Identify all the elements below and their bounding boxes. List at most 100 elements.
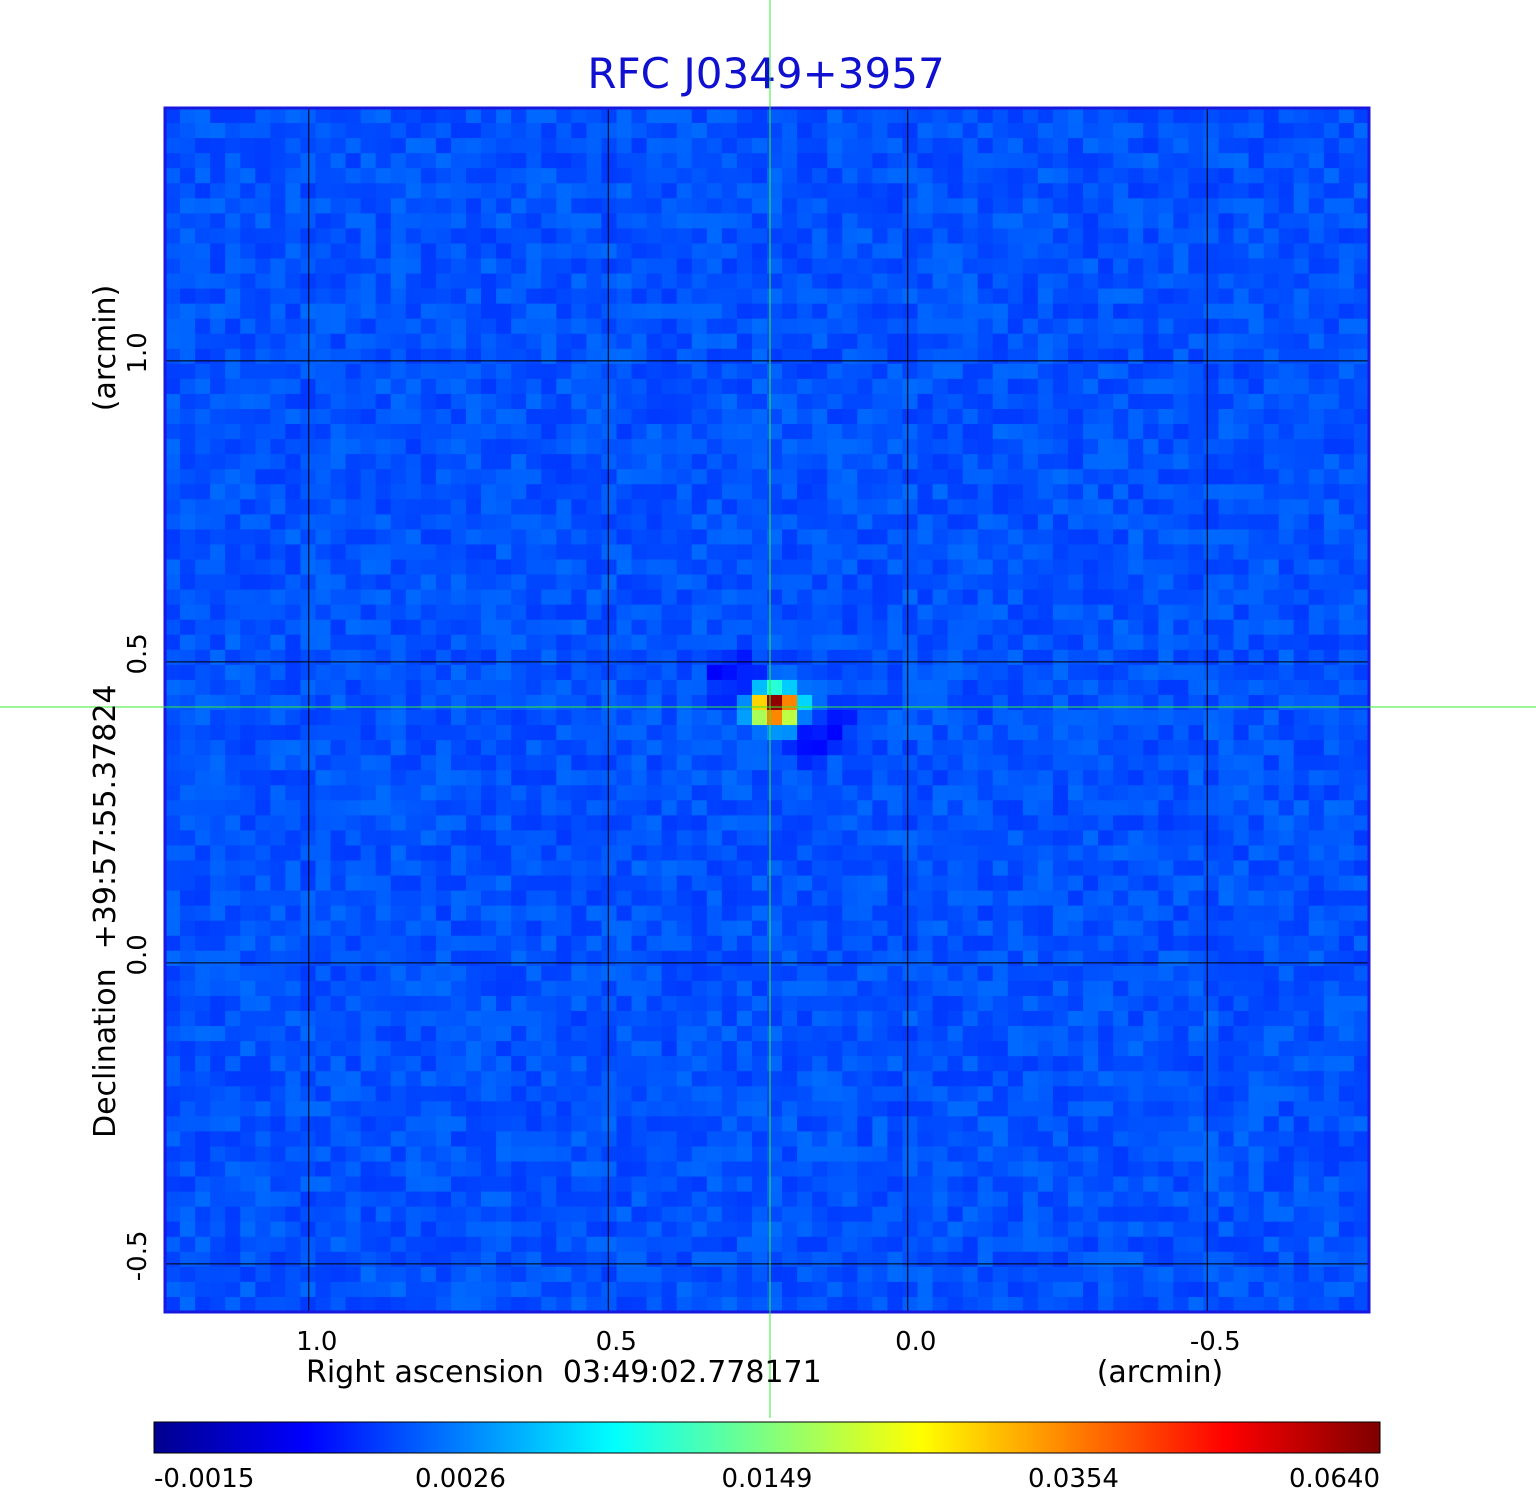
heatmap-pixel: [632, 168, 648, 184]
heatmap-pixel: [1143, 770, 1159, 786]
heatmap-pixel: [1354, 123, 1370, 139]
heatmap-pixel: [466, 830, 482, 846]
heatmap-pixel: [1203, 424, 1219, 440]
heatmap-pixel: [180, 665, 196, 681]
heatmap-pixel: [466, 1026, 482, 1042]
heatmap-pixel: [391, 830, 407, 846]
heatmap-pixel: [752, 289, 768, 305]
heatmap-pixel: [586, 695, 602, 711]
heatmap-pixel: [451, 289, 467, 305]
heatmap-pixel: [1264, 635, 1280, 651]
heatmap-pixel: [677, 755, 693, 771]
heatmap-pixel: [1339, 514, 1355, 530]
heatmap-pixel: [571, 409, 587, 425]
heatmap-pixel: [1203, 228, 1219, 244]
heatmap-pixel: [376, 740, 392, 756]
heatmap-pixel: [872, 198, 888, 214]
heatmap-pixel: [1038, 183, 1054, 199]
heatmap-pixel: [902, 198, 918, 214]
heatmap-pixel: [1113, 259, 1129, 275]
heatmap-pixel: [1023, 153, 1039, 169]
heatmap-pixel: [331, 243, 347, 259]
heatmap-pixel: [1294, 785, 1310, 801]
heatmap-pixel: [1083, 198, 1099, 214]
heatmap-pixel: [165, 289, 181, 305]
heatmap-pixel: [1249, 951, 1265, 967]
heatmap-pixel: [902, 1026, 918, 1042]
heatmap-pixel: [767, 529, 783, 545]
heatmap-pixel: [1053, 379, 1069, 395]
heatmap-pixel: [617, 108, 633, 124]
heatmap-pixel: [1008, 424, 1024, 440]
heatmap-pixel: [586, 770, 602, 786]
heatmap-pixel: [1294, 439, 1310, 455]
heatmap-pixel: [496, 815, 512, 831]
heatmap-pixel: [1008, 544, 1024, 560]
heatmap-pixel: [1234, 394, 1250, 410]
heatmap-pixel: [812, 876, 828, 892]
heatmap-pixel: [496, 605, 512, 621]
heatmap-pixel: [933, 123, 949, 139]
heatmap-pixel: [978, 605, 994, 621]
heatmap-pixel: [406, 906, 422, 922]
heatmap-pixel: [1068, 680, 1084, 696]
heatmap-pixel: [1113, 198, 1129, 214]
heatmap-pixel: [225, 469, 241, 485]
heatmap-pixel: [511, 259, 527, 275]
heatmap-pixel: [812, 725, 828, 741]
heatmap-pixel: [406, 560, 422, 576]
heatmap-pixel: [1294, 349, 1310, 365]
heatmap-pixel: [1158, 906, 1174, 922]
heatmap-pixel: [1038, 966, 1054, 982]
heatmap-pixel: [511, 590, 527, 606]
heatmap-pixel: [978, 334, 994, 350]
heatmap-pixel: [255, 590, 271, 606]
heatmap-pixel: [1188, 951, 1204, 967]
heatmap-pixel: [1053, 349, 1069, 365]
heatmap-pixel: [541, 936, 557, 952]
heatmap-pixel: [887, 364, 903, 380]
heatmap-pixel: [993, 499, 1009, 515]
heatmap-pixel: [451, 966, 467, 982]
heatmap-pixel: [436, 981, 452, 997]
heatmap-pixel: [1008, 394, 1024, 410]
heatmap-pixel: [993, 680, 1009, 696]
heatmap-pixel: [255, 830, 271, 846]
heatmap-pixel: [210, 951, 226, 967]
heatmap-pixel: [451, 1011, 467, 1027]
heatmap-pixel: [466, 364, 482, 380]
heatmap-pixel: [210, 514, 226, 530]
heatmap-pixel: [361, 936, 377, 952]
heatmap-pixel: [1339, 665, 1355, 681]
heatmap-pixel: [1083, 289, 1099, 305]
heatmap-pixel: [526, 845, 542, 861]
heatmap-pixel: [617, 575, 633, 591]
heatmap-pixel: [376, 590, 392, 606]
heatmap-pixel: [1113, 830, 1129, 846]
heatmap-pixel: [451, 228, 467, 244]
heatmap-pixel: [270, 213, 286, 229]
heatmap-pixel: [918, 936, 934, 952]
heatmap-pixel: [722, 108, 738, 124]
heatmap-pixel: [1234, 183, 1250, 199]
heatmap-pixel: [677, 454, 693, 470]
heatmap-pixel: [662, 304, 678, 320]
heatmap-pixel: [601, 514, 617, 530]
heatmap-pixel: [436, 123, 452, 139]
heatmap-pixel: [511, 424, 527, 440]
heatmap-pixel: [1083, 575, 1099, 591]
heatmap-pixel: [1053, 710, 1069, 726]
heatmap-pixel: [827, 891, 843, 907]
heatmap-pixel: [571, 168, 587, 184]
heatmap-pixel: [617, 213, 633, 229]
heatmap-pixel: [1203, 469, 1219, 485]
heatmap-pixel: [918, 168, 934, 184]
heatmap-pixel: [1053, 213, 1069, 229]
heatmap-pixel: [421, 605, 437, 621]
heatmap-pixel: [571, 439, 587, 455]
heatmap-pixel: [1234, 830, 1250, 846]
heatmap-pixel: [1309, 665, 1325, 681]
heatmap-pixel: [1113, 981, 1129, 997]
heatmap-pixel: [526, 755, 542, 771]
